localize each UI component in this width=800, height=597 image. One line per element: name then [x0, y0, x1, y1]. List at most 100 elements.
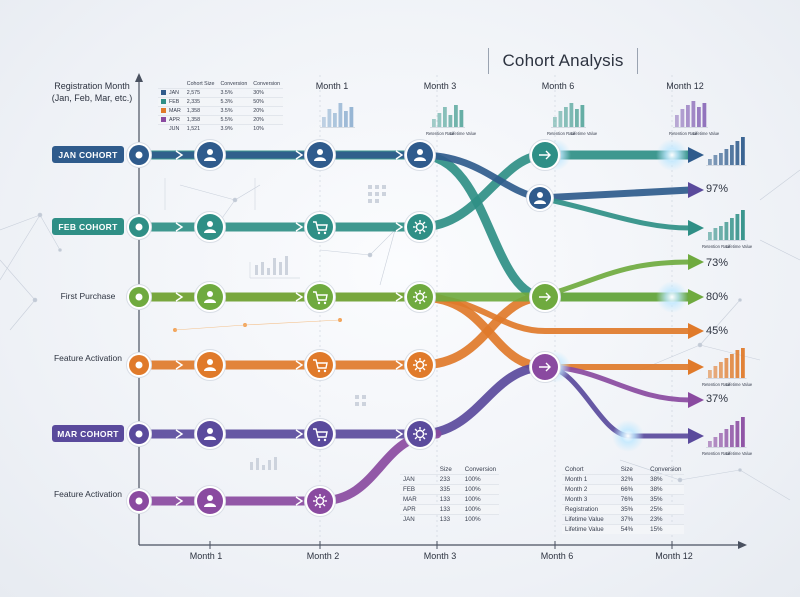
- bottom-column-label-month-6: Month 6: [540, 551, 574, 561]
- y-axis-label: Registration Month (Jan, Feb, Mar, etc.): [44, 80, 140, 104]
- table-cell-text: APR: [169, 117, 180, 123]
- flow-arrowhead: [688, 323, 704, 339]
- table-cell: JAN: [400, 474, 420, 485]
- table-row: MAR 1,358 3.5% 20%: [158, 106, 284, 116]
- table-cell: APR: [158, 115, 184, 125]
- mini-bar: [569, 103, 574, 127]
- table-row: JAN 233 100%: [400, 474, 500, 485]
- table-cell: JAN: [400, 514, 420, 524]
- flow-chevron: [175, 429, 184, 439]
- table-cell-text: 5.5%: [220, 117, 233, 123]
- user-node: [304, 139, 336, 171]
- mini-bar: [553, 117, 557, 127]
- flow-arrowhead: [688, 220, 704, 236]
- legend-swatch: [161, 108, 166, 114]
- mini-bar: [735, 350, 740, 378]
- bottom-table-2-header: Size: [620, 466, 633, 473]
- table-cell-text: 1,521: [186, 126, 201, 132]
- table-cell-text: 2,575: [186, 90, 201, 96]
- flow-arrowhead: [688, 428, 704, 444]
- flow-chevron: [295, 292, 304, 302]
- table-cell: MAR: [400, 494, 420, 505]
- mini-bar: [333, 113, 337, 127]
- mini-bar: [702, 103, 707, 127]
- table-cell: 66%: [606, 484, 637, 495]
- table-cell: 5.3%: [217, 97, 251, 107]
- user-icon: [204, 359, 216, 371]
- percentage-label: 80%: [706, 291, 729, 303]
- cart-icon: [313, 428, 328, 442]
- table-cell: 35%: [606, 504, 637, 515]
- top-table-header: Conversion: [220, 81, 248, 87]
- mini-bar-chart: [706, 137, 747, 166]
- mini-bar: [730, 425, 734, 447]
- mini-bar: [448, 115, 453, 127]
- table-cell: 38%: [636, 484, 685, 495]
- table-cell-text: 3.5%: [220, 90, 233, 96]
- flow-chevron: [295, 222, 304, 232]
- table-cell: 1,358: [183, 106, 218, 116]
- mini-bar: [713, 228, 718, 240]
- user-icon: [534, 192, 546, 204]
- mini-bar: [349, 107, 354, 127]
- gear-icon: [313, 494, 327, 508]
- cart-node: [304, 349, 336, 381]
- bottom-column-label-month-2: Month 2: [306, 551, 340, 561]
- table-row: JUN 1,521 3.9% 10%: [158, 124, 284, 133]
- table-cell: 20%: [250, 106, 284, 116]
- table-cell: Lifetime Value: [562, 514, 607, 525]
- gear-node: [404, 418, 436, 450]
- user-node: [194, 485, 226, 517]
- page-title: Cohort Analysis: [488, 48, 638, 74]
- table-row: Month 1 32% 38%: [562, 474, 685, 485]
- table-cell: FEB: [158, 97, 184, 107]
- table-cell: 233: [419, 474, 455, 485]
- table-cell: 100%: [454, 494, 500, 505]
- top-table-header: Cohort Size: [186, 81, 215, 87]
- flow-chevron: [395, 222, 404, 232]
- top-table-header: Conversion: [253, 81, 281, 87]
- table-cell: APR: [400, 504, 420, 515]
- gear-icon: [413, 290, 427, 304]
- arrow-right-icon: [539, 292, 551, 302]
- table-cell: 133: [419, 514, 455, 524]
- mini-bar: [719, 362, 723, 378]
- flow-chevron: [295, 360, 304, 370]
- gear-node: [304, 485, 336, 517]
- mini-bar: [724, 429, 729, 447]
- table-cell-text: JUN: [169, 126, 180, 132]
- mini-bar: [432, 119, 436, 127]
- table-cell: 76%: [606, 494, 637, 505]
- mini-bar: [575, 109, 579, 127]
- legend-label: Retention Rate: [669, 131, 698, 136]
- mini-bar: [713, 155, 718, 165]
- legend-swatch: [161, 117, 166, 123]
- target-icon: [135, 151, 143, 159]
- flow-chevron: [295, 496, 304, 506]
- legend-label: Retention Rate: [547, 131, 576, 136]
- arrow-node: [529, 139, 561, 171]
- table-cell: 335: [419, 484, 455, 495]
- mini-bar: [735, 214, 740, 240]
- legend-label: Lifetime Value: [571, 131, 598, 136]
- user-icon: [204, 495, 216, 507]
- table-row: APR 133 100%: [400, 504, 500, 515]
- table-cell-text: 30%: [253, 90, 264, 96]
- table-cell: 1,358: [183, 115, 218, 125]
- row-label-pill: MAR COHORT: [52, 425, 124, 442]
- bottom-table-1-header: [400, 465, 420, 475]
- table-cell: 2,575: [183, 88, 218, 98]
- gear-icon: [413, 427, 427, 441]
- user-icon: [204, 149, 216, 161]
- mini-bar: [741, 210, 745, 240]
- mini-bar: [691, 101, 696, 127]
- cart-node: [304, 418, 336, 450]
- table-cell: 20%: [250, 115, 284, 125]
- table-cell: 1,521: [183, 124, 218, 133]
- mini-bar: [443, 107, 447, 127]
